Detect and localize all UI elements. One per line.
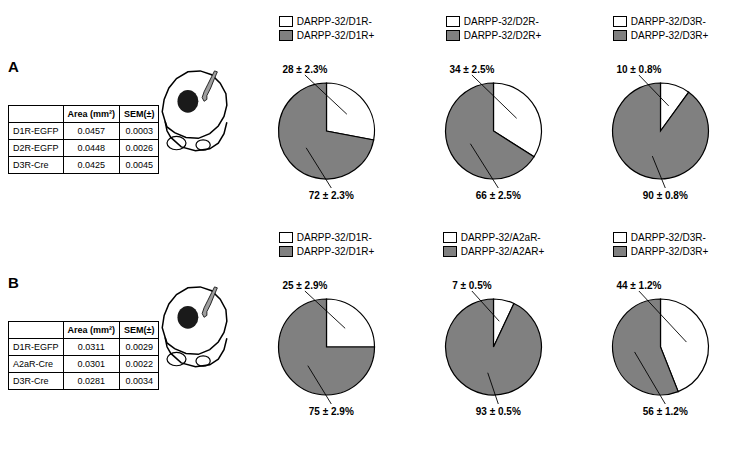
html-text:DARPP-32/A2aR-: DARPP-32/A2aR- [460,231,541,243]
html-text:Area (mm²): Area (mm²) [67,109,115,119]
svg-text:90 ± 0.8%: 90 ± 0.8% [643,189,688,200]
svg-text:34 ± 2.5%: 34 ± 2.5% [449,63,494,74]
html-text:0.0029: 0.0029 [125,342,153,352]
html-text:DARPP-32/D1R+: DARPP-32/D1R+ [296,29,375,41]
html-text:D3R-Cre: D3R-Cre [13,160,49,170]
html-text:SEM(±): SEM(±) [124,325,155,335]
html-text:D1R-EGFP: D1R-EGFP [13,342,59,352]
html-text:A2aR-Cre: A2aR-Cre [13,359,53,369]
svg-text:56 ± 1.2%: 56 ± 1.2% [643,405,688,416]
html-text:DARPP-32/D2R-: DARPP-32/D2R- [463,15,539,27]
html-text:0.0045: 0.0045 [125,160,153,170]
svg-text:66 ± 2.5%: 66 ± 2.5% [476,189,521,200]
svg-text:93 ± 0.5%: 93 ± 0.5% [476,405,521,416]
html-text:A: A [8,58,19,75]
html-text:0.0311: 0.0311 [77,342,105,352]
svg-text:28 ± 2.3%: 28 ± 2.3% [282,63,327,74]
svg-text:7 ± 0.5%: 7 ± 0.5% [452,279,492,290]
html-text:D1R-EGFP: D1R-EGFP [13,126,59,136]
svg-text:72 ± 2.3%: 72 ± 2.3% [309,189,354,200]
html-text:DARPP-32/D1R-: DARPP-32/D1R- [296,231,372,243]
html-text:D3R-Cre: D3R-Cre [13,376,49,386]
html-text:0.0301: 0.0301 [77,359,105,369]
html-text:0.0034: 0.0034 [125,376,153,386]
html-text:0.0425: 0.0425 [77,160,105,170]
html-text:DARPP-32/A2AR+: DARPP-32/A2AR+ [460,245,545,257]
html-text:DARPP-32/D3R-: DARPP-32/D3R- [630,231,706,243]
html-text:DARPP-32/D3R-: DARPP-32/D3R- [630,15,706,27]
html-text:0.0003: 0.0003 [125,126,153,136]
svg-text:44 ± 1.2%: 44 ± 1.2% [616,279,661,290]
html-text:SEM(±): SEM(±) [124,109,155,119]
html-text:0.0448: 0.0448 [77,143,105,153]
html-text:0.0026: 0.0026 [125,143,153,153]
svg-text:25 ± 2.9%: 25 ± 2.9% [282,279,327,290]
html-text:DARPP-32/D2R+: DARPP-32/D2R+ [463,29,542,41]
svg-text:75 ± 2.9%: 75 ± 2.9% [309,405,354,416]
svg-text:10 ± 0.8%: 10 ± 0.8% [616,63,661,74]
html-text:0.0022: 0.0022 [125,359,153,369]
html-text:DARPP-32/D3R+: DARPP-32/D3R+ [630,29,709,41]
html-text:B: B [8,274,19,291]
html-text:0.0457: 0.0457 [77,126,105,136]
html-text:DARPP-32/D1R+: DARPP-32/D1R+ [296,245,375,257]
html-text:DARPP-32/D1R-: DARPP-32/D1R- [296,15,372,27]
html-text:DARPP-32/D3R+: DARPP-32/D3R+ [630,245,709,257]
html-text:0.0281: 0.0281 [77,376,105,386]
html-text:D2R-EGFP: D2R-EGFP [13,143,59,153]
html-text:Area (mm²): Area (mm²) [67,325,115,335]
